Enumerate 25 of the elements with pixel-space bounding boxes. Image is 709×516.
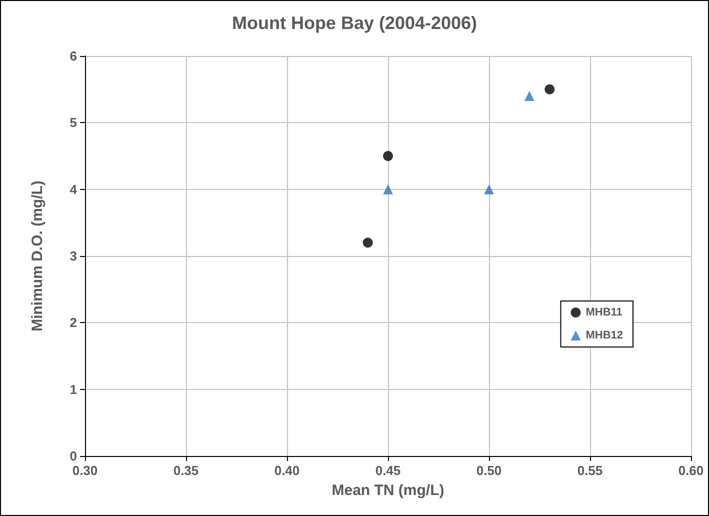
chart-title: Mount Hope Bay (2004-2006): [232, 13, 478, 33]
x-tick-label: 0.50: [476, 463, 502, 478]
x-tick-label: 0.60: [678, 463, 704, 478]
point: [484, 184, 494, 194]
point: [362, 238, 373, 248]
point: [524, 91, 534, 101]
point: [383, 151, 393, 161]
x-tick-label: 0.40: [274, 463, 300, 478]
y-axis-title: Minimum D.O. (mg/L): [29, 180, 46, 332]
x-axis-title: Mean TN (mg/L): [332, 482, 444, 499]
point: [383, 184, 393, 194]
legend-label: MHB11: [586, 306, 622, 318]
y-tick-label: 1: [70, 382, 77, 397]
x-tick-label: 0.30: [72, 463, 98, 478]
x-tick-label: 0.55: [577, 463, 603, 478]
x-tick-label: 0.35: [173, 463, 199, 478]
legend-label: MHB12: [586, 330, 624, 342]
x-tick-label: 0.45: [375, 463, 401, 478]
point: [544, 84, 555, 94]
y-tick-label: 2: [70, 315, 77, 330]
y-tick-label: 3: [70, 248, 77, 264]
y-tick-label: 5: [70, 115, 77, 130]
y-tick-label: 6: [70, 48, 77, 64]
y-tick-label: 0: [70, 448, 77, 464]
y-tick-label: 4: [70, 182, 78, 197]
